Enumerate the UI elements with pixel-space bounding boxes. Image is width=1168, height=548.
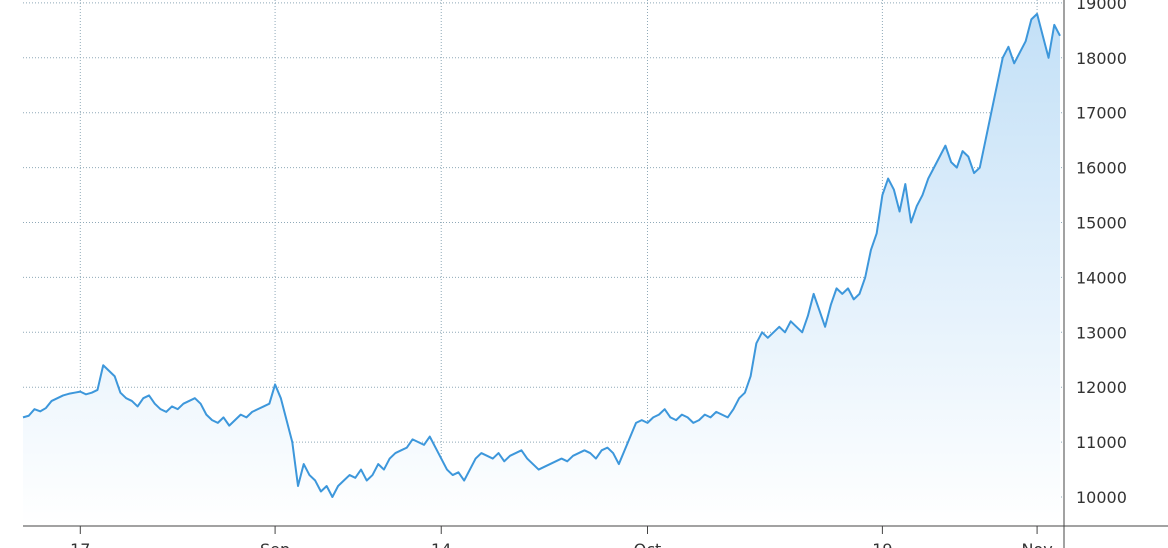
x-tick-label: 19 — [872, 540, 892, 548]
x-tick-label: Oct — [634, 540, 662, 548]
y-tick-label: 11000 — [1076, 433, 1127, 452]
x-tick-label: 17 — [70, 540, 90, 548]
y-tick-label: 17000 — [1076, 104, 1127, 123]
x-tick-label: Nov — [1021, 540, 1052, 548]
y-tick-label: 12000 — [1076, 378, 1127, 397]
x-tick-label: Sep — [260, 540, 290, 548]
y-tick-label: 15000 — [1076, 214, 1127, 233]
y-tick-label: 16000 — [1076, 159, 1127, 178]
y-tick-label: 10000 — [1076, 488, 1127, 507]
series-area-fill — [23, 13, 1060, 526]
x-tick-labels: 17Sep14Oct19Nov16 — [70, 526, 1053, 548]
y-tick-label: 13000 — [1076, 323, 1127, 342]
series-line — [22, 12, 1061, 498]
x-tick-label: 14 — [431, 540, 451, 548]
y-tick-label: 18000 — [1076, 49, 1127, 68]
axes — [23, 0, 1168, 548]
y-tick-labels: 10000 11000 12000 13000 14000 15000 16000 17000… — [1076, 0, 1127, 507]
y-tick-label: 19000 — [1076, 0, 1127, 13]
y-tick-label: 14000 — [1076, 268, 1127, 287]
